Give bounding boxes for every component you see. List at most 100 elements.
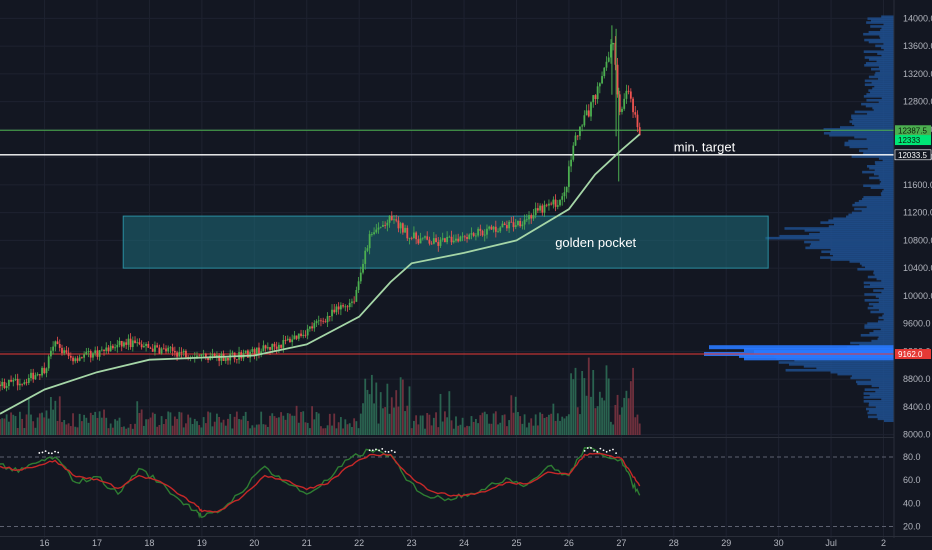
y-tick-label: 11600.0: [903, 180, 932, 190]
volume-profile-bar: [878, 308, 894, 312]
candle-body: [80, 357, 83, 359]
volume-bar: [61, 422, 63, 435]
candle-body: [326, 316, 329, 323]
volume-bar: [7, 421, 10, 435]
volume-profile-bar: [868, 75, 894, 79]
volume-bar: [410, 428, 413, 435]
volume-bar: [421, 415, 424, 435]
volume-bar: [120, 426, 123, 435]
osc-y-tick-label: 40.0: [903, 498, 921, 508]
volume-bar: [282, 415, 285, 435]
x-tick-label: 2: [881, 538, 886, 548]
volume-profile-bar: [779, 234, 894, 238]
volume-profile-bar: [865, 104, 894, 108]
osc-overbought-dot: [615, 452, 617, 455]
candle-body: [52, 346, 55, 351]
volume-bar: [269, 415, 271, 435]
candle-body: [293, 335, 296, 340]
volume-bar: [446, 417, 449, 435]
volume-profile-bar: [878, 300, 894, 304]
candle-body: [554, 199, 557, 207]
candle-body: [390, 215, 393, 221]
volume-bar: [574, 367, 577, 435]
volume-bar: [50, 397, 52, 435]
candle-body: [483, 234, 486, 236]
candle-body: [541, 205, 544, 213]
volume-bar: [366, 389, 369, 435]
candle-body: [21, 383, 24, 385]
y-tick-label: 14000.0: [903, 13, 932, 23]
volume-profile-bar: [809, 244, 894, 248]
candle-body: [404, 227, 406, 233]
volume-bar: [289, 413, 291, 435]
horizontal-levels[interactable]: [0, 129, 894, 355]
candle-body: [103, 349, 105, 351]
volume-profile-bar: [877, 52, 894, 55]
volume-profile-bar: [866, 407, 894, 411]
candle-body: [410, 237, 413, 239]
volume-profile-bar: [881, 279, 894, 283]
volume-bar: [151, 412, 154, 435]
volume-profile-bar: [881, 97, 894, 100]
candle-body: [158, 347, 161, 354]
candle-body: [373, 232, 375, 234]
candle-body: [457, 238, 460, 242]
candle-body: [472, 233, 475, 236]
volume-bar: [80, 421, 83, 435]
volume-profile-bar: [869, 166, 894, 170]
candle-body: [94, 350, 97, 354]
volume-profile-bar: [866, 21, 894, 24]
candle-body: [96, 350, 99, 357]
volume-bar: [262, 424, 265, 435]
candle-body: [530, 215, 533, 219]
candle-body: [419, 238, 422, 244]
volume-profile-bar: [881, 180, 894, 184]
volume-bar: [426, 413, 429, 435]
volume-profile-bar: [864, 83, 894, 87]
volume-bar: [25, 414, 28, 435]
volume-profile-bar: [878, 386, 894, 390]
candle-body: [532, 215, 535, 219]
candle-body: [145, 343, 147, 346]
x-tick-label: 24: [459, 538, 469, 548]
volume-bar: [632, 367, 634, 435]
x-tick-label: 18: [144, 538, 154, 548]
volume-profile-bar: [866, 98, 894, 102]
volume-bar: [503, 414, 506, 435]
volume-profile-bar: [863, 196, 894, 199]
volume-bar: [300, 411, 302, 435]
candle-body: [273, 343, 276, 347]
volume-profile-bar: [832, 254, 894, 257]
candle-body: [534, 208, 537, 216]
volume-profile-bar: [864, 293, 894, 296]
volume-profile-bar: [859, 149, 894, 153]
volume-bar: [539, 412, 541, 435]
volume-profile-bar: [849, 145, 894, 149]
volume-bar: [167, 411, 170, 435]
candle-body: [114, 347, 117, 349]
volume-profile-bar: [864, 79, 894, 83]
candle-body: [19, 383, 21, 386]
volume-bar: [386, 383, 389, 435]
y-tick-label: 8400.0: [903, 402, 931, 412]
volume-profile-bar: [833, 217, 894, 221]
volume-profile-bar: [863, 95, 894, 98]
volume-bar: [364, 378, 367, 435]
candle-body: [364, 250, 367, 264]
volume-bar: [180, 412, 183, 435]
candle-body: [548, 203, 550, 206]
volume-bar: [505, 426, 508, 435]
y-tick-label: 10000.0: [903, 291, 932, 301]
candle-body: [512, 222, 515, 228]
price-tag-label: 12033.5: [898, 151, 927, 160]
volume-bar: [295, 405, 298, 435]
volume-bar: [359, 413, 362, 435]
volume-bar: [249, 428, 252, 435]
osc-overbought-dot: [596, 451, 599, 453]
candle-body: [446, 236, 449, 243]
candlesticks: [0, 25, 641, 392]
volume-bar: [470, 416, 473, 435]
volume-bar: [92, 415, 94, 435]
candle-body: [585, 110, 588, 116]
